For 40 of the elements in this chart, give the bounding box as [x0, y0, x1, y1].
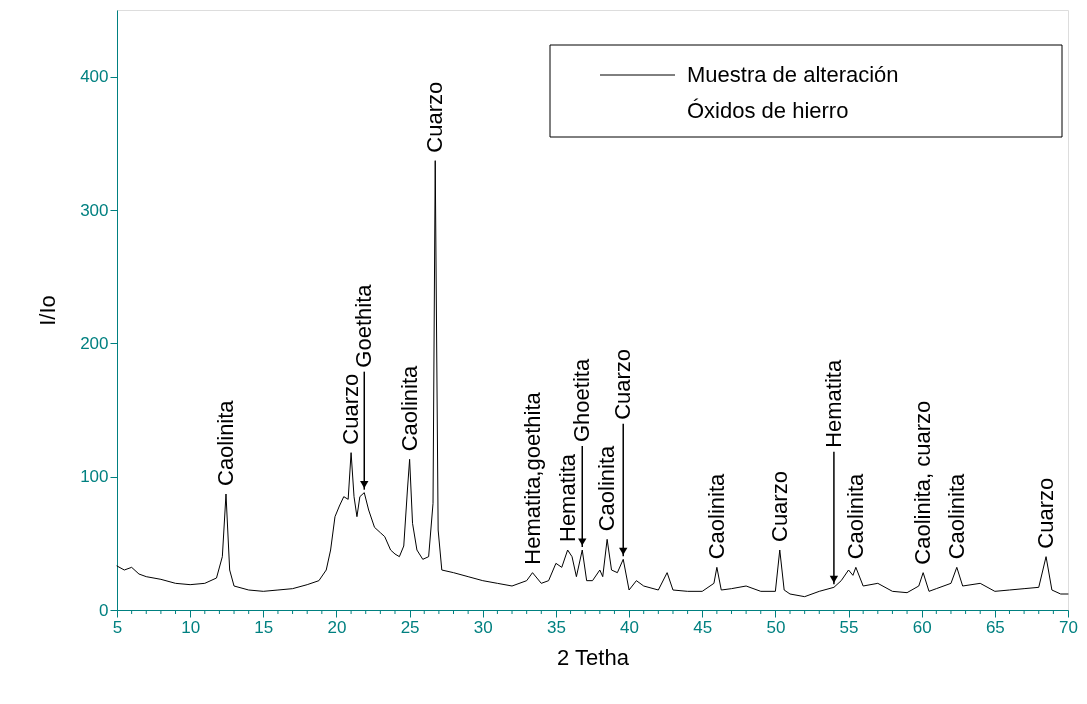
y-tick-label: 200 [80, 333, 109, 353]
y-tick-label: 100 [80, 467, 109, 487]
y-tick-label: 0 [99, 600, 109, 620]
annotation: Caolinita, cuarzo [910, 400, 936, 565]
x-tick-label: 70 [1059, 617, 1078, 637]
annotation: Caolinita [842, 472, 868, 560]
x-tick-label: 20 [327, 617, 347, 637]
x-tick-label: 65 [985, 617, 1005, 637]
x-tick-label: 15 [254, 617, 274, 637]
line-series [116, 160, 1069, 598]
x-tick-label: 40 [620, 617, 640, 637]
x-tick-label: 60 [912, 617, 932, 637]
annotation: Caolinita [703, 472, 729, 560]
x-tick-label: 5 [112, 617, 123, 637]
annotation: Caolinita [396, 364, 422, 452]
annotation: Hematita [820, 359, 846, 448]
y-axis-title: I/Io [35, 295, 61, 326]
annotation: Cuarzo [422, 81, 448, 153]
legend-label: Muestra de alteración Óxidos de hierro [687, 62, 899, 123]
y-tick-label: 400 [80, 67, 109, 87]
annotation: Caolinita [943, 472, 969, 560]
annotation: Ghoetita [569, 358, 595, 442]
annotation: Cuarzo [766, 471, 792, 542]
annotation: Cuarzo [610, 348, 636, 420]
annotation: Goethita [351, 283, 377, 368]
annotation: Caolinita [213, 399, 238, 486]
x-axis-title: 2 Tetha [557, 644, 630, 670]
y-tick-label: 300 [80, 200, 109, 220]
x-tick-label: 50 [766, 617, 786, 637]
annotation: Cuarzo [1033, 477, 1059, 549]
x-tick-label: 55 [839, 617, 859, 637]
x-tick-label: 30 [473, 617, 493, 637]
annotation: Hematita [554, 453, 580, 542]
x-tick-label: 45 [693, 617, 713, 637]
annotation: Hematita,goethita [519, 391, 545, 565]
annotation: Cuarzo [338, 373, 364, 445]
x-tick-label: 25 [400, 617, 420, 637]
annotation: Caolinita [594, 444, 620, 532]
x-tick-label: 10 [181, 617, 201, 637]
x-tick-label: 35 [546, 617, 566, 637]
